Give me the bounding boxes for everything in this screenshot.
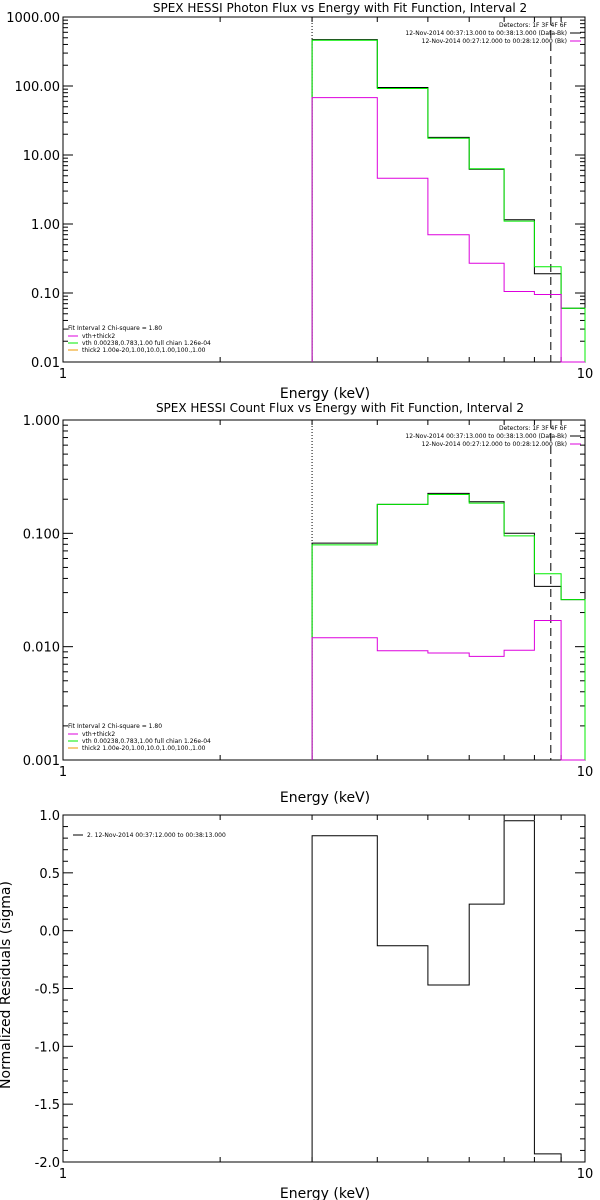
x-tick-label: 10	[577, 367, 594, 382]
x-tick-label: 10	[577, 1167, 594, 1182]
y-tick-label: 10.00	[23, 149, 60, 164]
series-vth	[311, 620, 585, 761]
fit-component-entry: vth 0.00238,0.783,1.00 full chian 1.26e-…	[82, 340, 211, 347]
residuals-legend: 2. 12-Nov-2014 00:37:12.000 to 00:38:13.…	[73, 832, 226, 839]
fit-component-entry: vth+thick2	[82, 731, 115, 738]
y-tick-label: 0.5	[39, 867, 60, 882]
residuals-series	[311, 820, 562, 1162]
series-vth	[311, 97, 585, 363]
y-tick-label: 1.00	[31, 218, 60, 233]
y-tick-label: -0.5	[35, 983, 60, 998]
plot-frame	[62, 16, 586, 363]
residuals-xlabel: Energy (keV)	[280, 1186, 370, 1200]
fit-component-entry: vth 0.00238,0.783,1.00 full chian 1.26e-…	[82, 738, 211, 745]
y-tick-label: 1.000	[23, 414, 60, 429]
y-tick-label: 0.010	[23, 641, 60, 656]
fit-summary: Fit Interval 2 Chi-square = 1.80	[68, 325, 162, 332]
count-flux-xlabel: Energy (keV)	[280, 790, 370, 806]
photon-flux-axes: 1 10 0.01 0.10 1.00 10.00 100.00 1000.00	[6, 11, 593, 382]
fit-summary: Fit Interval 2 Chi-square = 1.80	[68, 723, 162, 730]
count-flux-series	[311, 492, 586, 761]
count-flux-title: SPEX HESSI Count Flux vs Energy with Fit…	[156, 401, 524, 415]
y-tick-label: 0.100	[23, 527, 60, 542]
series-vth-thick2	[311, 39, 586, 362]
y-tick-label: -1.0	[35, 1040, 60, 1055]
count-flux-legend-bottom: Fit Interval 2 Chi-square = 1.80vth+thic…	[68, 723, 211, 752]
x-tick-label: 1	[59, 1167, 67, 1182]
legend-entry: 2. 12-Nov-2014 00:37:12.000 to 00:38:13.…	[87, 832, 226, 839]
y-tick-label: 0.01	[31, 356, 60, 371]
x-tick-label: 1	[59, 367, 67, 382]
count-flux-vlines	[311, 420, 552, 760]
fit-component-entry: thick2 1.00e-20,1.00,10.0,1.00,100.,1.00	[82, 347, 206, 354]
photon-flux-title: SPEX HESSI Photon Flux vs Energy with Fi…	[153, 1, 527, 15]
fit-component-entry: vth+thick2	[82, 333, 115, 340]
y-tick-label: -2.0	[35, 1156, 60, 1171]
photon-flux-xlabel: Energy (keV)	[280, 386, 370, 402]
photon-flux-panel: SPEX HESSI Photon Flux vs Energy with Fi…	[6, 1, 593, 402]
y-tick-label: 0.10	[31, 287, 60, 302]
series-vth-thick2	[311, 494, 586, 760]
x-tick-label: 1	[59, 765, 67, 780]
photon-flux-series	[311, 39, 586, 363]
legend-top-entry: 12-Nov-2014 00:37:13.000 to 00:38:13.000…	[405, 30, 567, 37]
legend-top-entry: 12-Nov-2014 00:27:12.000 to 00:28:12.000…	[422, 38, 567, 45]
plot-frame	[62, 419, 586, 761]
y-tick-label: 0.001	[23, 754, 60, 769]
legend-top-entry: 12-Nov-2014 00:37:13.000 to 00:38:13.000…	[405, 433, 567, 440]
count-flux-panel: SPEX HESSI Count Flux vs Energy with Fit…	[23, 401, 593, 806]
fit-component-entry: thick2 1.00e-20,1.00,10.0,1.00,100.,1.00	[82, 745, 206, 752]
legend-top-entry: Detectors: 1F 3F 4F 6F	[499, 22, 568, 29]
legend-top-entry: 12-Nov-2014 00:27:12.000 to 00:28:12.000…	[422, 441, 567, 448]
series-data-bk	[311, 39, 586, 362]
y-tick-label: 100.00	[15, 80, 61, 95]
legend-top-entry: Detectors: 1F 3F 4F 6F	[499, 425, 568, 432]
y-tick-label: -1.5	[35, 1098, 60, 1113]
residuals-ylabel: Normalized Residuals (sigma)	[0, 881, 14, 1089]
series-data-bk	[311, 492, 586, 760]
residuals-panel: 1 10 1.0 0.5 0.0 -0.5 -1.0 -1.5 -2.0 2. 12-Nov-2…	[0, 809, 593, 1200]
count-flux-axes: 1 10 0.001 0.010 0.100 1.000	[23, 414, 593, 780]
plot-frame	[62, 814, 586, 1163]
residuals-axes: 1 10 1.0 0.5 0.0 -0.5 -1.0 -1.5 -2.0	[35, 809, 594, 1182]
x-tick-label: 10	[577, 765, 594, 780]
y-tick-label: 0.0	[39, 925, 60, 940]
photon-flux-vlines	[311, 17, 552, 362]
series-residuals	[311, 820, 562, 1162]
y-tick-label: 1.0	[39, 809, 60, 824]
y-tick-label: 1000.00	[6, 11, 60, 26]
photon-flux-legend-bottom: Fit Interval 2 Chi-square = 1.80vth+thic…	[68, 325, 211, 354]
